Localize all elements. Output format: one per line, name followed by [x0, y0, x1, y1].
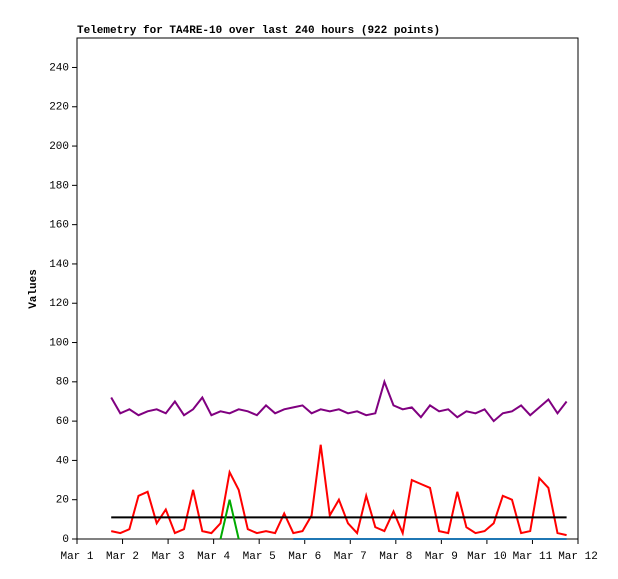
y-tick-label: 200 [49, 141, 69, 153]
x-tick-label: Mar 9 [425, 551, 458, 563]
y-tick-label: 80 [56, 377, 69, 389]
y-tick-label: 240 [49, 62, 69, 74]
x-tick-label: Mar 1 [60, 551, 93, 563]
y-tick-label: 20 [56, 495, 69, 507]
y-tick-label: 180 [49, 180, 69, 192]
x-tick-label: Mar 7 [334, 551, 367, 563]
x-tick-label: Mar 5 [243, 551, 276, 563]
y-tick-label: 120 [49, 298, 69, 310]
y-tick-label: 220 [49, 102, 69, 114]
y-tick-label: 60 [56, 416, 69, 428]
series-line [110, 444, 567, 537]
y-tick-label: 160 [49, 220, 69, 232]
y-tick-label: 0 [62, 534, 69, 546]
x-tick-label: Mar 10 [467, 551, 507, 563]
x-tick-label: Mar 4 [197, 551, 230, 563]
x-tick-label: Mar 12 [558, 551, 598, 563]
x-tick-label: Mar 6 [288, 551, 321, 563]
series-line [110, 378, 568, 423]
series-line [219, 499, 240, 540]
y-tick-label: 40 [56, 455, 69, 467]
y-axis-label: Values [28, 269, 40, 309]
y-tick-label: 140 [49, 259, 69, 271]
chart-title: Telemetry for TA4RE-10 over last 240 hou… [77, 25, 440, 37]
x-tick-label: Mar 2 [106, 551, 139, 563]
x-tick-label: Mar 3 [152, 551, 185, 563]
x-tick-label: Mar 8 [379, 551, 412, 563]
x-tick-label: Mar 11 [513, 551, 553, 563]
y-tick-label: 100 [49, 337, 69, 349]
